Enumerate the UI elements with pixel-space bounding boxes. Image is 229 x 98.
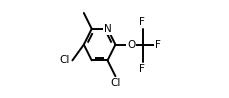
Text: Cl: Cl <box>59 55 69 65</box>
Text: F: F <box>138 64 144 74</box>
Text: F: F <box>154 40 160 50</box>
Text: Cl: Cl <box>110 78 120 88</box>
Text: F: F <box>138 17 144 27</box>
Text: O: O <box>127 40 135 50</box>
Text: N: N <box>103 24 111 34</box>
